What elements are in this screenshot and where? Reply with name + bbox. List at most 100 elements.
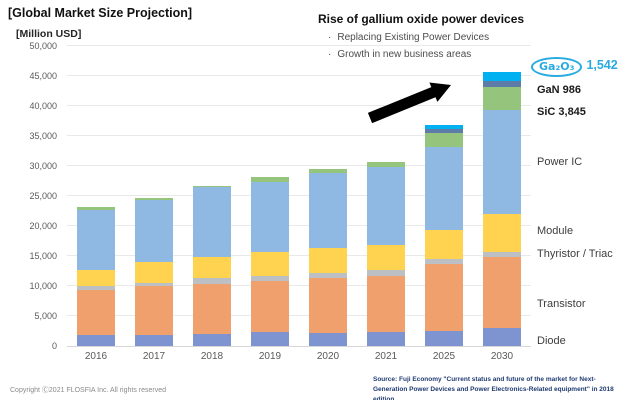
bar-2020-segment-power-ic: [309, 173, 347, 248]
bar-2018-segment-diode: [193, 334, 231, 346]
bar-2019-segment-sic: [251, 177, 289, 182]
bar-2019-segment-module: [251, 252, 289, 276]
x-axis-label-2021: 2021: [374, 351, 398, 362]
y-axis-tick: 15,000: [29, 251, 57, 261]
gridline: [67, 75, 531, 76]
gridline: [67, 195, 531, 196]
copyright-text: Copyright Ⓒ2021 FLOSFIA Inc. All rights …: [10, 387, 167, 394]
bar-2025-segment-gan: [425, 128, 463, 133]
x-axis-label-2020: 2020: [316, 351, 340, 362]
bar-2017-segment-module: [135, 261, 173, 283]
bar-2019-segment-thyristor-triac: [251, 275, 289, 281]
bar-2017-segment-power-ic: [135, 200, 173, 262]
chart-title: [Global Market Size Projection]: [8, 6, 193, 20]
gan-label: GaN 986: [537, 84, 582, 96]
y-axis-unit-label: [Million USD]: [16, 28, 82, 40]
x-axis-label-2019: 2019: [258, 351, 282, 362]
headline: Rise of gallium oxide power devices: [318, 12, 525, 26]
y-axis-tick: 30,000: [29, 161, 57, 171]
bar-2020-segment-sic: [309, 169, 347, 174]
bar-2018-segment-sic: [193, 185, 231, 188]
bar-2016-segment-sic: [77, 207, 115, 210]
gridline: [67, 135, 531, 136]
ga2o3-value: 1,542: [586, 58, 618, 72]
bar-2030-segment-module: [483, 214, 521, 253]
sic-label: SiC 3,845: [537, 106, 586, 118]
bar-2020-segment-diode: [309, 332, 347, 346]
bar-2017-segment-diode: [135, 334, 173, 346]
bar-2016-segment-transistor: [77, 290, 115, 335]
x-axis-label-2016: 2016: [84, 351, 108, 362]
ga2o3-callout: Ga₂O₃ 1,542: [531, 57, 618, 77]
bar-2025-segment-thyristor-triac: [425, 258, 463, 264]
bullet-text: Replacing Existing Power Devices: [337, 32, 490, 43]
bar-2025-segment-transistor: [425, 263, 463, 331]
x-axis: 2016 2017 2018 2019 2020 2021 2025 2030: [67, 351, 531, 365]
headline-bullet-2: · Growth in new business areas: [328, 49, 471, 60]
bar-2020-segment-thyristor-triac: [309, 273, 347, 278]
bar-2021-segment-sic: [367, 161, 405, 167]
bar-2018-segment-module: [193, 256, 231, 279]
gridline: [67, 105, 531, 106]
bar-2030-segment-transistor: [483, 256, 521, 328]
legend-thyristor: Thyristor / Triac: [537, 248, 613, 260]
bar-2030-segment-ga2o3: [483, 71, 521, 82]
bar-2030-segment-gan: [483, 81, 521, 88]
bullet-text: Growth in new business areas: [337, 49, 472, 60]
y-axis-tick: 5,000: [34, 311, 57, 321]
y-axis-tick: 25,000: [29, 191, 57, 201]
bar-2030-segment-diode: [483, 328, 521, 346]
x-axis-label-2025: 2025: [432, 351, 456, 362]
ga2o3-label: Ga₂O₃: [539, 60, 575, 73]
gridline: [67, 285, 531, 286]
bar-2021-segment-diode: [367, 331, 405, 346]
bar-2030-segment-power-ic: [483, 110, 521, 214]
bar-2025-segment-module: [425, 230, 463, 259]
bar-2019-segment-power-ic: [251, 181, 289, 253]
bullet-dot-icon: ·: [328, 49, 332, 60]
bar-2030-segment-sic: [483, 87, 521, 111]
headline-bullet-1: · Replacing Existing Power Devices: [328, 32, 489, 43]
bar-2016-segment-module: [77, 270, 115, 286]
bar-2030-segment-thyristor-triac: [483, 252, 521, 257]
bar-2018-segment-thyristor-triac: [193, 278, 231, 285]
bar-2019-segment-diode: [251, 332, 289, 346]
bullet-dot-icon: ·: [328, 32, 332, 43]
legend-module: Module: [537, 225, 574, 237]
y-axis-tick: 35,000: [29, 131, 57, 141]
bar-2018-segment-power-ic: [193, 187, 231, 257]
gridline: [67, 45, 531, 46]
y-axis-tick: 10,000: [29, 281, 57, 291]
bar-2021-segment-thyristor-triac: [367, 270, 405, 277]
bar-2017-segment-thyristor-triac: [135, 282, 173, 286]
bar-2020-segment-module: [309, 247, 347, 274]
bar-2025-segment-diode: [425, 331, 463, 346]
bar-2017-segment-sic: [135, 198, 173, 201]
gridline: [67, 315, 531, 316]
y-axis-tick: 45,000: [29, 71, 57, 81]
y-axis-tick: 50,000: [29, 41, 57, 51]
legend-power-ic: Power IC: [537, 156, 583, 168]
legend-diode: Diode: [537, 335, 566, 347]
bar-2025-segment-ga2o3: [425, 124, 463, 129]
bar-2016-segment-power-ic: [77, 209, 115, 271]
plot-area: [67, 45, 531, 347]
bar-2016-segment-diode: [77, 334, 115, 346]
bar-2025-segment-sic: [425, 133, 463, 148]
x-axis-label-2030: 2030: [490, 351, 514, 362]
bar-2016-segment-thyristor-triac: [77, 286, 115, 291]
bar-2019-segment-transistor: [251, 280, 289, 333]
bar-2017-segment-transistor: [135, 286, 173, 335]
bar-2021-segment-module: [367, 244, 405, 271]
gridline: [67, 255, 531, 256]
bar-2021-segment-power-ic: [367, 166, 405, 245]
y-axis: 0 5,000 10,000 15,000 20,000 25,000 30,000 35,0…: [0, 41, 62, 351]
gridline: [67, 225, 531, 226]
y-axis-tick: 20,000: [29, 221, 57, 231]
x-axis-label-2017: 2017: [142, 351, 166, 362]
legend-transistor: Transistor: [537, 298, 586, 310]
x-axis-label-2018: 2018: [200, 351, 224, 362]
source-text: Source: Fuji Economy "Current status and…: [373, 376, 614, 400]
ga2o3-ellipse: Ga₂O₃: [531, 57, 583, 77]
